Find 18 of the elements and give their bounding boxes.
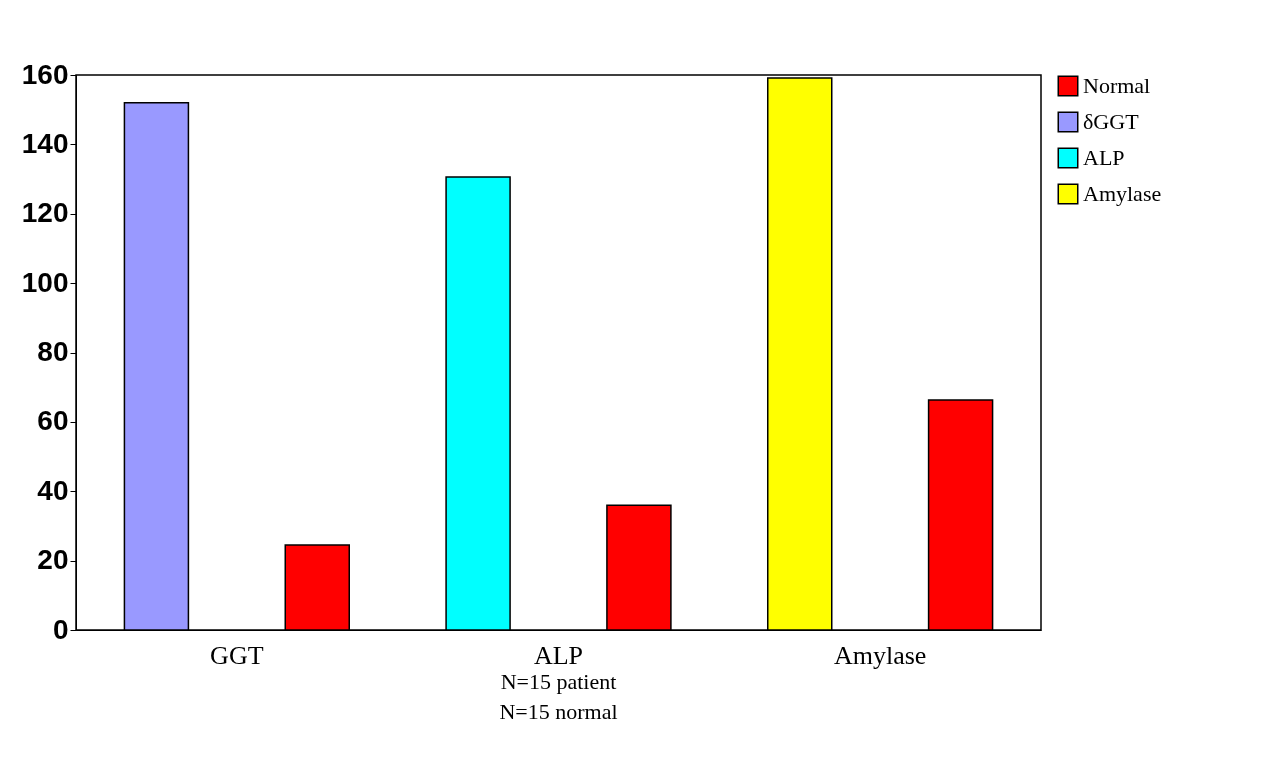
text: N=15 patient [500,669,617,694]
y-tick-label: 0 [52,613,69,645]
y-tick-label: 100 [21,266,69,298]
y-tick-label: 120 [21,197,69,229]
legend-label: ALP [1083,145,1125,170]
y-tick-label: 20 [37,544,69,576]
y-tick-label: 40 [37,474,69,506]
y-tick-label: 80 [37,336,69,367]
legend-label: Amylase [1083,181,1162,206]
x-tick-label: Amylase [833,640,927,670]
y-tick-label: 140 [21,127,69,159]
legend-label: Normal [1083,73,1151,98]
y-tick-label: 60 [37,405,69,437]
x-tick-label: GGT [210,640,264,670]
y-tick-label: 160 [21,58,69,90]
legend-label: δGGT [1083,109,1140,134]
text: N=15 normal [499,699,618,724]
x-tick-label: ALP [533,640,584,670]
